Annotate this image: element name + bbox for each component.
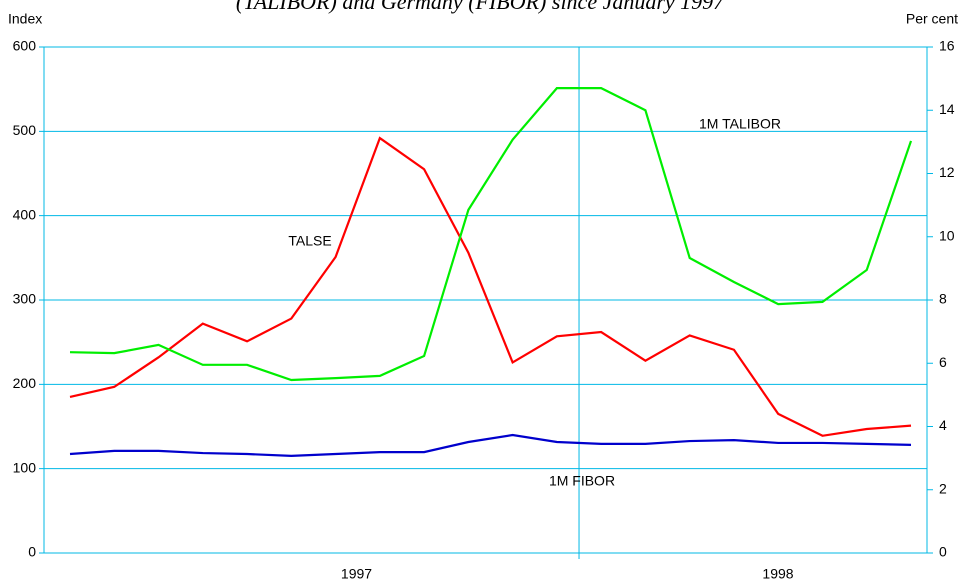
y-tick-label: 0 [28,544,36,560]
y2-tick-label: 12 [939,164,955,180]
y-tick-label: 200 [13,375,37,391]
y2-tick-label: 16 [939,38,955,54]
y2-tick-label: 8 [939,291,947,307]
y2-tick-label: 4 [939,417,947,433]
y2-tick-label: 14 [939,101,955,117]
y2-tick-label: 0 [939,544,947,560]
y-axis-label: Index [8,11,42,27]
y-tick-label: 500 [13,122,37,138]
y-tick-label: 600 [13,38,37,54]
chart-title: (TALIBOR) and Germany (FIBOR) since Janu… [236,0,725,14]
series-line [69,136,912,437]
y2-tick-label: 6 [939,354,947,370]
x-tick-label: 1998 [762,566,793,582]
series-line [69,87,913,382]
y2-tick-label: 10 [939,227,955,243]
series-label: TALSE [288,233,331,249]
series-label: 1M FIBOR [549,473,615,489]
y2-tick-label: 2 [939,480,947,496]
y-tick-label: 300 [13,291,37,307]
x-tick-label: 1997 [341,566,372,582]
series-label: 1M TALIBOR [699,116,781,132]
y-tick-label: 100 [13,459,37,475]
y2-axis-label: Per cent [906,11,958,27]
y-tick-label: 400 [13,206,37,222]
series-line [69,433,912,458]
